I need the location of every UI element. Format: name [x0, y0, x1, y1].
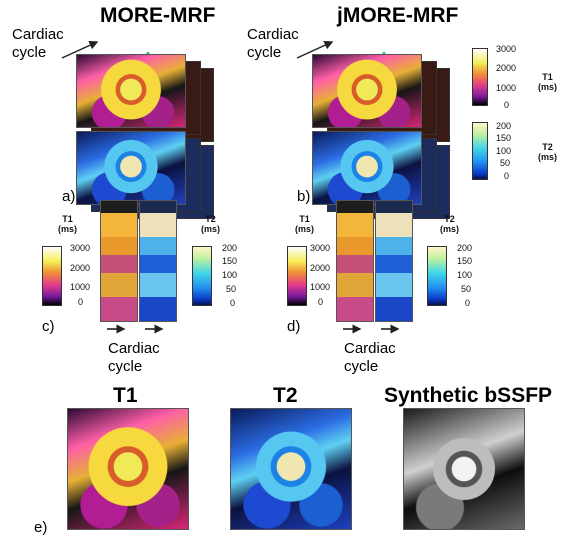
bssfp-image — [403, 408, 525, 530]
t1-tick-c-2: 1000 — [70, 282, 91, 292]
t2-tick-d-3: 50 — [461, 284, 472, 294]
panel-label-d: d) — [287, 318, 301, 335]
t1-colorbar-c — [42, 246, 62, 306]
t1-colorbar-top-title: T1 (ms) — [538, 72, 558, 92]
t2-colorbar-c — [192, 246, 212, 306]
more-mrf-title: MORE-MRF — [100, 4, 216, 27]
t1-map-title: T1 — [113, 384, 138, 407]
t1-tick-c-0: 3000 — [70, 243, 91, 253]
t2-tick-d-4: 0 — [465, 298, 471, 308]
cardiac-cycle-label-b: Cardiac cycle — [247, 26, 299, 61]
bssfp-title: Synthetic bSSFP — [384, 384, 553, 407]
t1-frame-b — [312, 54, 422, 128]
t2-colorbar-top-title: T2 (ms) — [538, 142, 558, 162]
t2-strip-d — [375, 200, 413, 322]
cardiac-cycle-label-c: Cardiac cycle — [108, 340, 160, 375]
t2-tick-top-3: 50 — [500, 158, 511, 168]
t2-tick-c-1: 150 — [222, 256, 238, 266]
t2-tick-d-1: 150 — [457, 256, 473, 266]
t2-colorbar-c-title: T2 (ms) — [201, 214, 221, 234]
t1-colorbar-d-title: T1 (ms) — [295, 214, 315, 234]
t2-tick-d-0: 200 — [457, 243, 473, 253]
t1-tick-d-0: 3000 — [310, 243, 331, 253]
t2-strip-c — [139, 200, 177, 322]
t1-tick-d-1: 2000 — [310, 263, 331, 273]
panel-label-b: b) — [297, 188, 311, 205]
t1-colorbar-top — [472, 48, 488, 106]
t2-tick-top-1: 150 — [496, 133, 512, 143]
jmore-mrf-title: jMORE-MRF — [337, 4, 459, 27]
t1-strip-d — [336, 200, 374, 322]
t2-tick-d-2: 100 — [457, 270, 473, 280]
t1-tick-top-0: 3000 — [496, 44, 517, 54]
t2-colorbar-d — [427, 246, 447, 306]
t1-tick-top-2: 1000 — [496, 83, 517, 93]
t2-tick-top-0: 200 — [496, 121, 512, 131]
t1-frame-a — [76, 54, 186, 128]
t2-colorbar-d-title: T2 (ms) — [440, 214, 460, 234]
panel-label-a: a) — [62, 188, 76, 205]
cardiac-cycle-label-d: Cardiac cycle — [344, 340, 396, 375]
t2-tick-top-2: 100 — [496, 146, 512, 156]
t1-tick-top-1: 2000 — [496, 63, 517, 73]
t1-colorbar-d — [287, 246, 307, 306]
cardiac-cycle-label-a: Cardiac cycle — [12, 26, 64, 61]
t2-colorbar-top — [472, 122, 488, 180]
t1-strip-c — [100, 200, 138, 322]
t2-frame-a — [76, 131, 186, 205]
t2-map-image — [230, 408, 352, 530]
t1-tick-c-3: 0 — [78, 297, 84, 307]
arrow-cardiac-a — [61, 41, 99, 59]
t1-tick-d-2: 1000 — [310, 282, 331, 292]
t1-tick-d-3: 0 — [318, 297, 324, 307]
t2-map-title: T2 — [273, 384, 298, 407]
t2-tick-c-3: 50 — [226, 284, 237, 294]
t1-colorbar-c-title: T1 (ms) — [58, 214, 78, 234]
panel-label-c: c) — [42, 318, 55, 335]
t2-frame-b — [312, 131, 422, 205]
t1-map-image — [67, 408, 189, 530]
t2-tick-top-4: 0 — [504, 171, 510, 181]
arrow-cardiac-b — [296, 41, 334, 59]
t1-tick-c-1: 2000 — [70, 263, 91, 273]
panel-label-e: e) — [34, 519, 48, 536]
t1-tick-top-3: 0 — [504, 100, 510, 110]
t2-tick-c-0: 200 — [222, 243, 238, 253]
t2-tick-c-4: 0 — [230, 298, 236, 308]
t2-tick-c-2: 100 — [222, 270, 238, 280]
